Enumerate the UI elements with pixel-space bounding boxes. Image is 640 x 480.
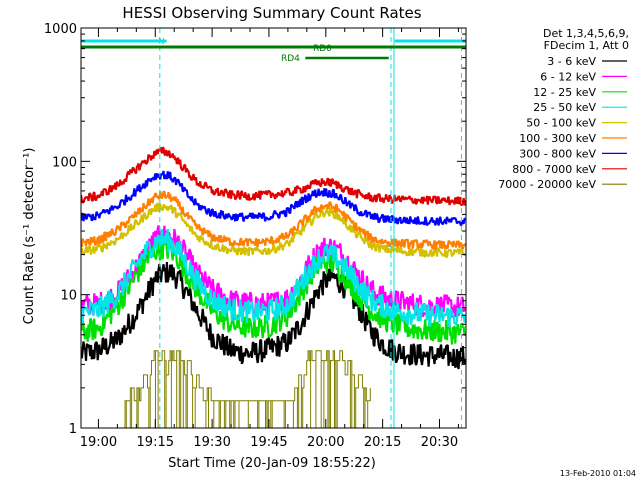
series-50-100-kev (81, 202, 466, 259)
legend-header-line: Det 1,3,4,5,6,9, (543, 27, 629, 40)
chart-title: HESSI Observing Summary Count Rates (122, 4, 421, 22)
series-25-50-kev (81, 228, 466, 328)
series-line (81, 228, 466, 328)
legend-header-line: FDecim 1, Att 0 (544, 39, 629, 52)
legend-label: 3 - 6 keV (547, 55, 596, 68)
y-tick-label: 1000 (44, 22, 77, 37)
y-tick-label: 10 (60, 289, 77, 304)
x-tick-label: 19:00 (80, 435, 117, 450)
footer-date: 13-Feb-2010 01:04 (560, 469, 636, 478)
series-100-300-kev (81, 190, 466, 251)
x-tick-label: 20:30 (421, 435, 458, 450)
y-tick-label: 1 (69, 422, 77, 437)
series-line (81, 190, 466, 251)
series-300-800-kev (81, 170, 466, 227)
x-tick-label: 19:15 (137, 435, 174, 450)
axis-layer: 19:00 19:15 19:30 19:45 20:00 20:15 20:30 1 10 10… (44, 22, 466, 450)
legend-label: 25 - 50 keV (533, 101, 596, 114)
series-line (81, 262, 466, 370)
legend-label: 7000 - 20000 keV (498, 178, 596, 191)
series-layer (81, 146, 466, 428)
flag-label-rd4: RD4 (281, 54, 300, 64)
x-tick-label: 20:15 (364, 435, 401, 450)
legend-label: 6 - 12 keV (540, 70, 596, 83)
plot-frame (80, 27, 467, 429)
series-line (124, 350, 371, 428)
y-tick-label: 100 (52, 155, 77, 170)
x-tick-label: 19:30 (193, 435, 230, 450)
series-3-6-kev (81, 262, 466, 370)
legend: Det 1,3,4,5,6,9,FDecim 1, Att 0 3 - 6 keV… (498, 27, 629, 191)
flag-label-rd0: RD0 (313, 44, 332, 54)
x-tick-label: 20:00 (307, 435, 344, 450)
series-line (81, 146, 466, 207)
x-axis-label: Start Time (20-Jan-09 18:55:22) (168, 456, 376, 471)
series-800-7000-kev (81, 146, 466, 207)
y-axis-label: Count Rate (s⁻¹ detector⁻¹) (22, 148, 37, 325)
x-tick-label: 19:45 (250, 435, 287, 450)
legend-label: 50 - 100 keV (526, 117, 596, 130)
legend-label: 300 - 800 keV (519, 147, 596, 160)
legend-label: 100 - 300 keV (519, 132, 596, 145)
series-line (81, 202, 466, 259)
series-7000-20000-kev (124, 350, 371, 428)
series-line (81, 170, 466, 227)
flag-label-n: N (158, 37, 165, 47)
legend-label: 800 - 7000 keV (512, 163, 596, 176)
legend-label: 12 - 25 keV (533, 86, 596, 99)
